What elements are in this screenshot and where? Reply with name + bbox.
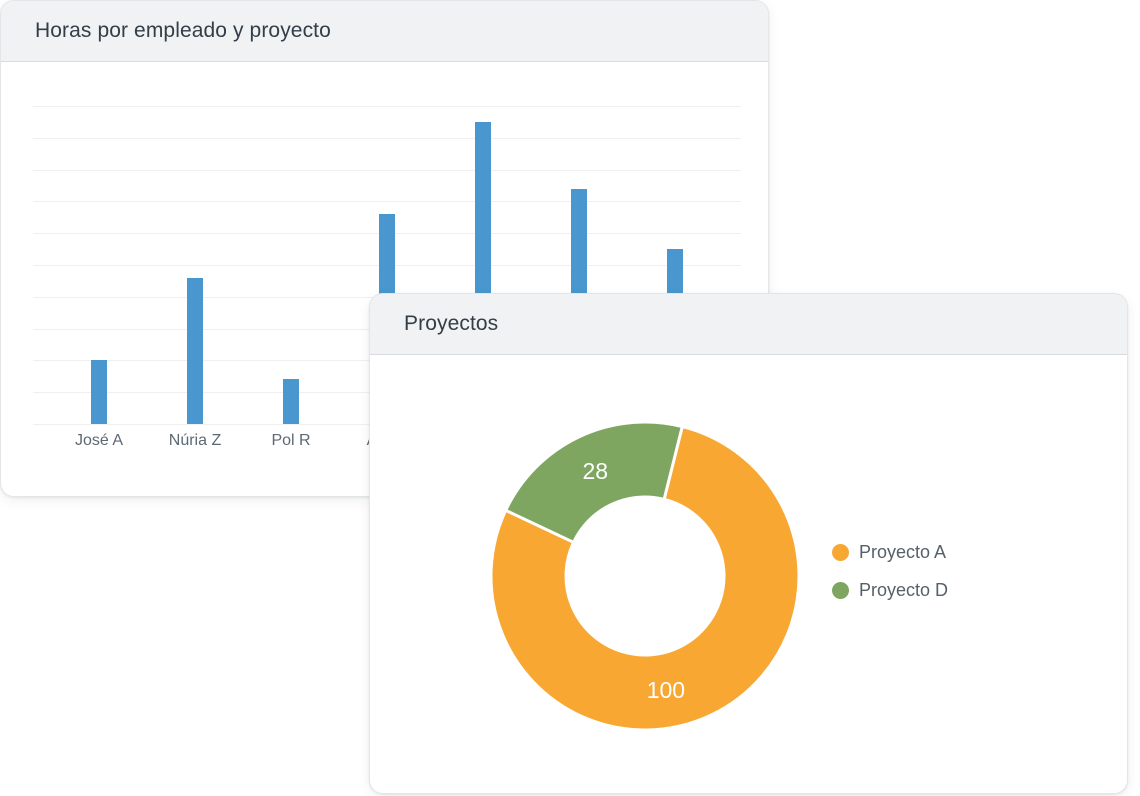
projects-legend: Proyecto A Proyecto D [832, 537, 948, 606]
donut-value-label: 28 [583, 458, 609, 484]
x-axis-label: José A [74, 432, 124, 449]
projects-card: Proyectos 100 28 Proyecto A Proyecto D [369, 293, 1128, 794]
hours-card-header: Horas por empleado y proyecto [1, 1, 768, 62]
bar-José A[interactable] [91, 360, 107, 424]
gridline [33, 106, 741, 107]
projects-donut-chart: 100 28 Proyecto A Proyecto D [370, 355, 1127, 793]
gridline [33, 138, 741, 139]
legend-item-Proyecto D[interactable]: Proyecto D [832, 575, 948, 606]
donut-svg: 100 28 [489, 420, 801, 732]
legend-label: Proyecto D [859, 580, 949, 600]
x-axis-label: Núria Z [168, 432, 222, 449]
projects-card-title: Proyectos [404, 312, 499, 335]
legend-item-Proyecto A[interactable]: Proyecto A [832, 537, 948, 568]
gridline [33, 201, 741, 202]
bar-Pol R[interactable] [283, 379, 299, 424]
donut-slice-Proyecto D[interactable] [503, 420, 685, 545]
legend-dot [832, 544, 849, 561]
legend-label: Proyecto A [859, 542, 947, 562]
bar-Núria Z[interactable] [187, 278, 203, 424]
projects-card-header: Proyectos [370, 294, 1127, 355]
donut-value-label: 100 [647, 677, 685, 703]
x-axis-label: Pol R [271, 432, 311, 449]
hours-card-title: Horas por empleado y proyecto [35, 19, 331, 42]
gridline [33, 170, 741, 171]
donut-slice-Proyecto A[interactable] [489, 424, 801, 732]
legend-dot [832, 582, 849, 599]
